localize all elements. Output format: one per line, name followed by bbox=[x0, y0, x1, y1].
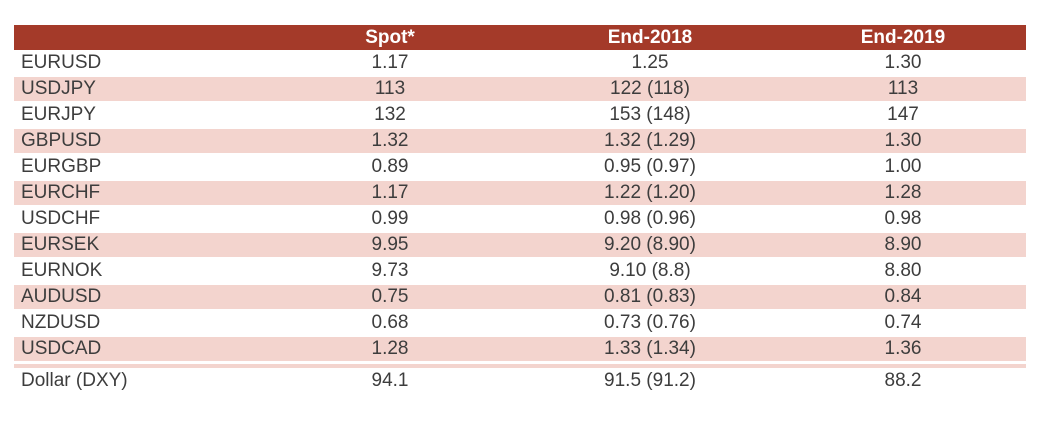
spot-cell: 0.75 bbox=[371, 286, 409, 307]
table-row: EURJPY 132 153 (148) 147 bbox=[14, 102, 1026, 128]
end-2019-cell: 1.28 bbox=[884, 182, 922, 203]
end-2018-cell: 9.20 (8.90) bbox=[604, 234, 696, 255]
end-2018-cell: 9.10 (8.8) bbox=[609, 260, 691, 281]
end-2018-cell: 1.22 (1.20) bbox=[604, 182, 696, 203]
table-row: USDCHF 0.99 0.98 (0.96) 0.98 bbox=[14, 206, 1026, 232]
end-2019-cell: 0.74 bbox=[884, 312, 922, 333]
pair-cell: EURUSD bbox=[21, 52, 102, 73]
pair-cell: EURCHF bbox=[21, 182, 101, 203]
end-2018-cell: 0.95 (0.97) bbox=[604, 156, 696, 177]
pair-cell: AUDUSD bbox=[21, 286, 102, 307]
spot-cell: 9.73 bbox=[371, 260, 409, 281]
pair-cell: GBPUSD bbox=[21, 130, 102, 151]
end-2018-cell: 0.98 (0.96) bbox=[604, 208, 696, 229]
header-end-2019: End-2019 bbox=[860, 26, 946, 48]
spot-cell: 113 bbox=[374, 78, 406, 99]
table-row: EURNOK 9.73 9.10 (8.8) 8.80 bbox=[14, 258, 1026, 284]
pair-cell: EURSEK bbox=[21, 234, 100, 255]
end-2018-cell: 0.73 (0.76) bbox=[604, 312, 696, 333]
table-row: EURCHF 1.17 1.22 (1.20) 1.28 bbox=[14, 180, 1026, 206]
spot-cell: 1.28 bbox=[371, 338, 409, 359]
table-row: NZDUSD 0.68 0.73 (0.76) 0.74 bbox=[14, 310, 1026, 336]
fx-forecast-table: Spot* End-2018 End-2019 EURUSD 1.17 1.25… bbox=[14, 25, 1026, 394]
table-row: USDCAD 1.28 1.33 (1.34) 1.36 bbox=[14, 336, 1026, 362]
end-2019-cell: 1.30 bbox=[884, 52, 922, 73]
end-2018-cell: 0.81 (0.83) bbox=[604, 286, 696, 307]
table-row: GBPUSD 1.32 1.32 (1.29) 1.30 bbox=[14, 128, 1026, 154]
spot-cell: 1.17 bbox=[371, 182, 409, 203]
spot-cell: 94.1 bbox=[371, 370, 409, 391]
spot-cell: 132 bbox=[374, 104, 406, 125]
end-2018-cell: 1.33 (1.34) bbox=[604, 338, 696, 359]
end-2018-cell: 91.5 (91.2) bbox=[604, 370, 696, 391]
spot-cell: 0.89 bbox=[371, 156, 409, 177]
pair-cell: NZDUSD bbox=[21, 312, 101, 333]
spot-cell: 9.95 bbox=[371, 234, 409, 255]
end-2019-cell: 88.2 bbox=[884, 370, 922, 391]
end-2019-cell: 1.36 bbox=[884, 338, 922, 359]
header-end-2018: End-2018 bbox=[607, 26, 693, 48]
pair-cell: EURNOK bbox=[21, 260, 103, 281]
end-2019-cell: 113 bbox=[887, 78, 919, 99]
pair-cell: USDCHF bbox=[21, 208, 101, 229]
table-row: AUDUSD 0.75 0.81 (0.83) 0.84 bbox=[14, 284, 1026, 310]
pair-cell: Dollar (DXY) bbox=[21, 370, 128, 391]
table-row: USDJPY 113 122 (118) 113 bbox=[14, 76, 1026, 102]
end-2019-cell: 1.30 bbox=[884, 130, 922, 151]
table-row: EURGBP 0.89 0.95 (0.97) 1.00 bbox=[14, 154, 1026, 180]
pair-cell: USDJPY bbox=[21, 78, 96, 99]
table-row: EURSEK 9.95 9.20 (8.90) 8.90 bbox=[14, 232, 1026, 258]
end-2019-cell: 147 bbox=[887, 104, 919, 125]
table-row: EURUSD 1.17 1.25 1.30 bbox=[14, 50, 1026, 76]
row-divider bbox=[14, 362, 1026, 368]
pair-cell: EURJPY bbox=[21, 104, 96, 125]
spot-cell: 1.32 bbox=[371, 130, 409, 151]
end-2019-cell: 0.98 bbox=[884, 208, 922, 229]
pair-cell: EURGBP bbox=[21, 156, 102, 177]
spot-cell: 1.17 bbox=[371, 52, 409, 73]
end-2019-cell: 8.90 bbox=[884, 234, 922, 255]
end-2019-cell: 0.84 bbox=[884, 286, 922, 307]
spot-cell: 0.99 bbox=[371, 208, 409, 229]
end-2018-cell: 153 (148) bbox=[609, 104, 691, 125]
end-2019-cell: 1.00 bbox=[884, 156, 922, 177]
end-2018-cell: 1.25 bbox=[631, 52, 669, 73]
pair-cell: USDCAD bbox=[21, 338, 102, 359]
end-2018-cell: 122 (118) bbox=[610, 78, 690, 99]
end-2019-cell: 8.80 bbox=[884, 260, 922, 281]
spot-cell: 0.68 bbox=[371, 312, 409, 333]
table-header-row: Spot* End-2018 End-2019 bbox=[14, 25, 1026, 50]
end-2018-cell: 1.32 (1.29) bbox=[604, 130, 696, 151]
header-spot: Spot* bbox=[365, 26, 415, 48]
table-row: Dollar (DXY) 94.1 91.5 (91.2) 88.2 bbox=[14, 368, 1026, 394]
